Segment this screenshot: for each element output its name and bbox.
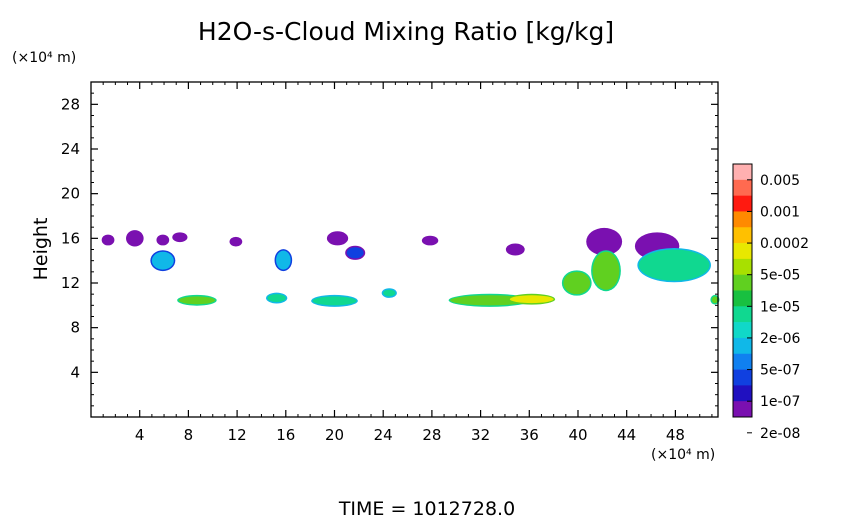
y-tick-label: 24 [61,140,80,158]
cloud-patch [150,250,176,272]
x-unit-label: (×10⁴ m) [651,447,715,463]
cloud-patch [326,231,349,246]
y-tick-label: 8 [70,319,80,337]
colorbar-segment [733,290,752,307]
cloud-patch [266,292,288,304]
cloud-patch [637,248,711,283]
cloud-patch [710,294,720,305]
cloud-patch [311,294,358,307]
cloud-patch [101,234,115,246]
x-tick-label: 24 [374,426,393,444]
cloud-patch [126,230,144,247]
cloud-patch [177,294,217,306]
colorbar-segment [733,164,752,181]
cloud-patch [561,270,592,296]
colorbar-segment [733,179,752,196]
time-label: TIME = 1012728.0 [338,498,515,519]
cloud-patch [156,234,170,246]
colorbar-frame [732,163,753,418]
colorbar-label: 0.005 [760,173,800,189]
x-tick-label: 28 [422,426,441,444]
colorbar-label: 5e-07 [760,363,800,379]
x-tick-label: 40 [568,426,587,444]
colorbar-segment [733,385,752,402]
x-tick-label: 12 [228,426,247,444]
cloud-patch [172,232,188,243]
cloud-patch [586,227,623,256]
colorbar-segment [733,195,752,212]
colorbar-label: 5e-05 [760,268,800,284]
plot-area [101,227,720,307]
colorbar-segment [733,322,752,339]
colorbar-label: 1e-07 [760,394,800,410]
x-tick-label: 48 [666,426,685,444]
cloud-patch [591,250,621,292]
y-tick-label: 12 [61,274,80,292]
x-tick-label: 36 [520,426,539,444]
colorbar-label: 0.001 [760,204,800,220]
y-tick-label: 20 [61,185,80,203]
x-tick-label: 44 [617,426,636,444]
cloud-patch [421,235,439,246]
x-tick-label: 20 [325,426,344,444]
colorbar-segment [733,258,752,275]
cloud-patch [505,243,525,256]
cloud-patch [274,249,293,272]
colorbar-segment [733,306,752,323]
colorbar-segment [733,227,752,244]
colorbar: 0.005 0.001 0.0002 5e-05 1e-05 2e-06 5e-07 1e-0… [732,163,809,442]
x-tick-label: 16 [276,426,295,444]
cloud-patch [381,288,397,298]
y-tick-label: 16 [61,229,80,247]
y-axis-label: Height [30,218,52,281]
colorbar-segment [733,243,752,260]
cloud-patch [508,293,556,305]
x-tick-label: 32 [471,426,490,444]
x-tick-label: 4 [135,426,145,444]
plot-frame [90,81,719,418]
colorbar-label: 2e-08 [760,426,800,442]
y-tick-label: 28 [61,95,80,113]
colorbar-segment [733,211,752,228]
colorbar-label: 0.0002 [760,236,809,252]
colorbar-segment [733,369,752,386]
cloud-patch [229,236,243,247]
colorbar-segment [733,337,752,355]
y-unit-label: (×10⁴ m) [12,50,76,66]
x-tick-label: 8 [184,426,194,444]
cloud-patch [345,245,366,260]
colorbar-label: 1e-05 [760,299,800,315]
chart-title: H2O-s-Cloud Mixing Ratio [kg/kg] [198,17,614,46]
colorbar-segment [733,353,752,370]
colorbar-segment [733,274,752,291]
colorbar-segment [733,401,752,418]
colorbar-label: 2e-06 [760,331,800,347]
y-tick-label: 4 [70,363,80,381]
